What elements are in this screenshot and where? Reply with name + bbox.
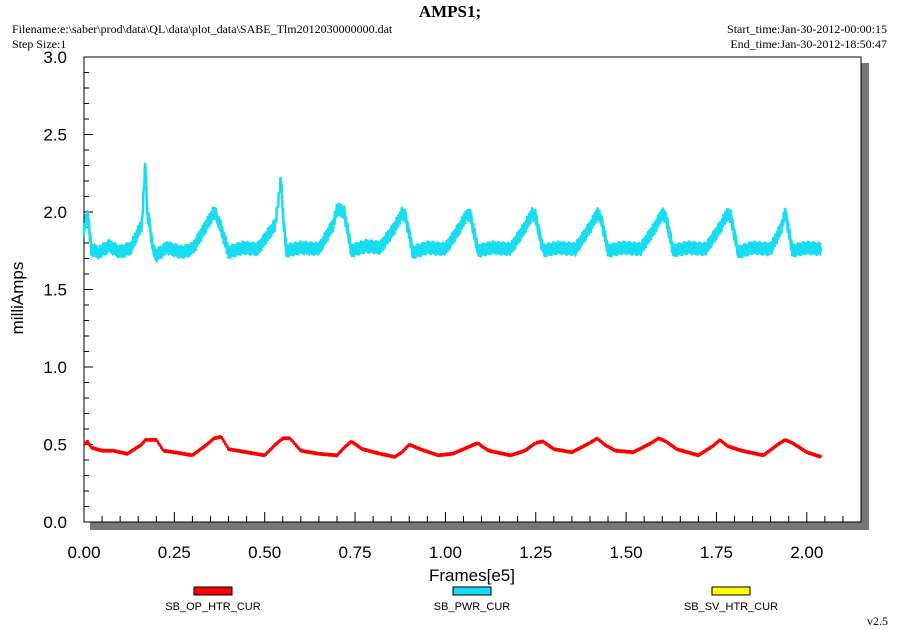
x-tick-label: 2.00 <box>790 543 823 562</box>
x-axis: 0.00 0.25 0.50 0.75 1.00 1.25 1.50 1.75 2.00 <box>67 512 862 562</box>
y-axis-title: milliAmps <box>8 262 27 335</box>
legend-swatch <box>193 586 233 596</box>
legend: SB_OP_HTR_CUR SB_PWR_CUR SB_SV_HTR_CUR <box>165 586 778 613</box>
y-tick-label: 1.0 <box>43 358 67 377</box>
x-tick-label: 0.75 <box>338 543 371 562</box>
chart-title: AMPS1; <box>418 2 482 21</box>
x-tick-label: 0.25 <box>158 543 191 562</box>
end-time-label: End_time:Jan-30-2012-18:50:47 <box>730 37 887 51</box>
series-line-sb-pwr-cur <box>82 162 823 263</box>
y-tick-label: 2.0 <box>43 203 67 222</box>
x-tick-label: 1.50 <box>610 543 643 562</box>
start-time-label: Start_time:Jan-30-2012-00:00:15 <box>727 22 887 36</box>
series-line-sb-op-htr-cur <box>82 435 823 459</box>
x-tick-label: 0.50 <box>248 543 281 562</box>
x-axis-title: Frames[e5] <box>429 566 515 585</box>
y-tick-label: 3.0 <box>43 48 67 67</box>
legend-label: SB_OP_HTR_CUR <box>165 601 260 613</box>
legend-label: SB_PWR_CUR <box>434 601 510 613</box>
legend-swatch <box>711 586 751 596</box>
x-tick-label: 0.00 <box>67 543 100 562</box>
filename-label: Filename:e:\saber\prod\data\QL\data\plot… <box>12 22 393 36</box>
y-tick-label: 0.0 <box>43 513 67 532</box>
x-tick-label: 1.75 <box>700 543 733 562</box>
y-tick-label: 1.5 <box>43 281 67 300</box>
x-tick-label: 1.00 <box>429 543 462 562</box>
series-lines <box>82 162 823 459</box>
legend-swatch <box>452 586 492 596</box>
step-size-label: Step Size:1 <box>12 37 67 51</box>
y-tick-label: 0.5 <box>43 436 67 455</box>
version-label: v2.5 <box>867 614 888 628</box>
y-tick-label: 2.5 <box>43 126 67 145</box>
x-tick-label: 1.25 <box>519 543 552 562</box>
legend-label: SB_SV_HTR_CUR <box>684 601 778 613</box>
